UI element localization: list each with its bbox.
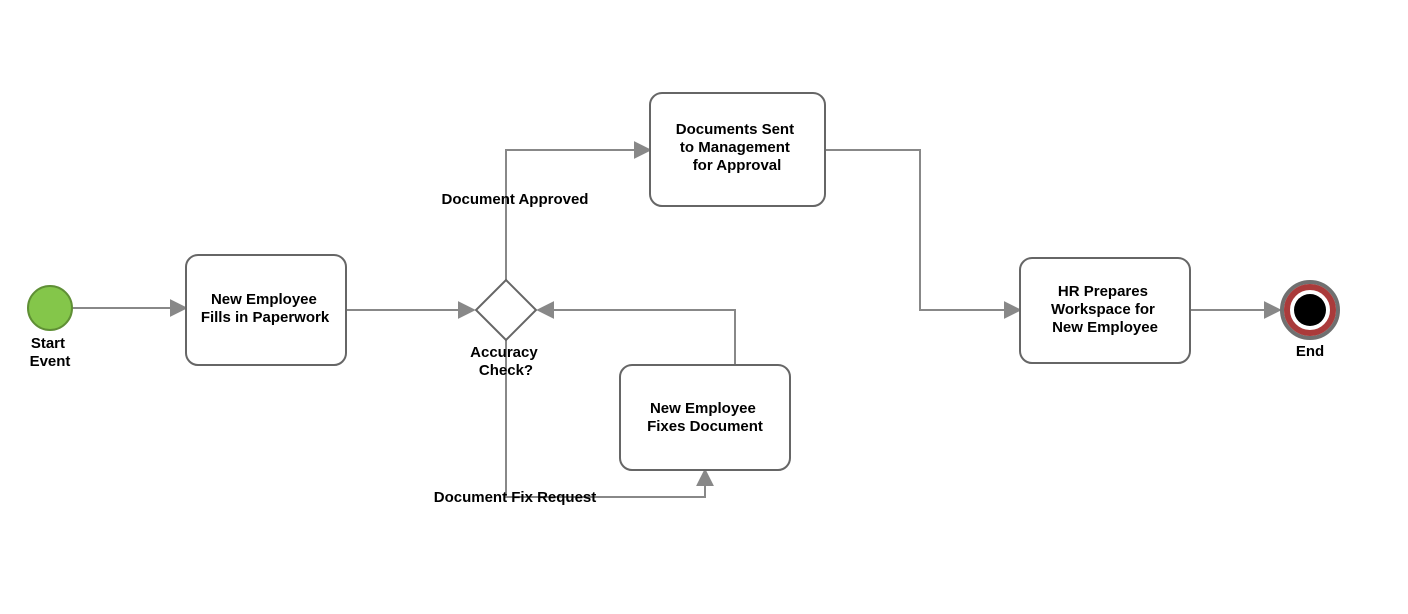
svg-text:New Employee Fixes Docum: New Employee Fixes Document bbox=[647, 400, 763, 435]
end-event: End bbox=[1282, 282, 1338, 360]
edge-fixes-to-gateway bbox=[538, 310, 735, 365]
svg-text:HR Prepares Workspace fo: HR Prepares Workspace for New Employee bbox=[1051, 283, 1159, 336]
edge-label-fix-request: Document Fix Request bbox=[434, 489, 597, 506]
svg-text:New Employee Fills in Pa: New Employee Fills in Paperwork bbox=[201, 291, 330, 326]
end-caption: End bbox=[1296, 343, 1324, 360]
svg-text:Start Event: Start Event bbox=[30, 335, 71, 370]
gateway-accuracy-check: Accuracy Check? bbox=[470, 280, 542, 379]
edge-gateway-to-docs bbox=[506, 150, 650, 280]
edge-docs-to-hr bbox=[825, 150, 1020, 310]
edge-label-approved: Document Approved bbox=[442, 191, 589, 208]
svg-text:Accuracy Check?: Accuracy Check? bbox=[470, 344, 542, 379]
start-caption-l2: Event bbox=[30, 353, 71, 370]
start-caption-l1: Start bbox=[31, 335, 65, 352]
task-fixes-document: New Employee Fixes Document bbox=[620, 365, 790, 470]
bpmn-diagram: Document Approved Document Fix Request S… bbox=[0, 0, 1408, 614]
task-docs-sent: Documents Sent to Management for Approva… bbox=[650, 93, 825, 206]
svg-text:Documents Sent to Manage: Documents Sent to Management for Approva… bbox=[676, 121, 799, 174]
start-event: Start Event bbox=[28, 286, 72, 370]
task-hr-prepares: HR Prepares Workspace for New Employee bbox=[1020, 258, 1190, 363]
task-fills-paperwork: New Employee Fills in Paperwork bbox=[186, 255, 346, 365]
